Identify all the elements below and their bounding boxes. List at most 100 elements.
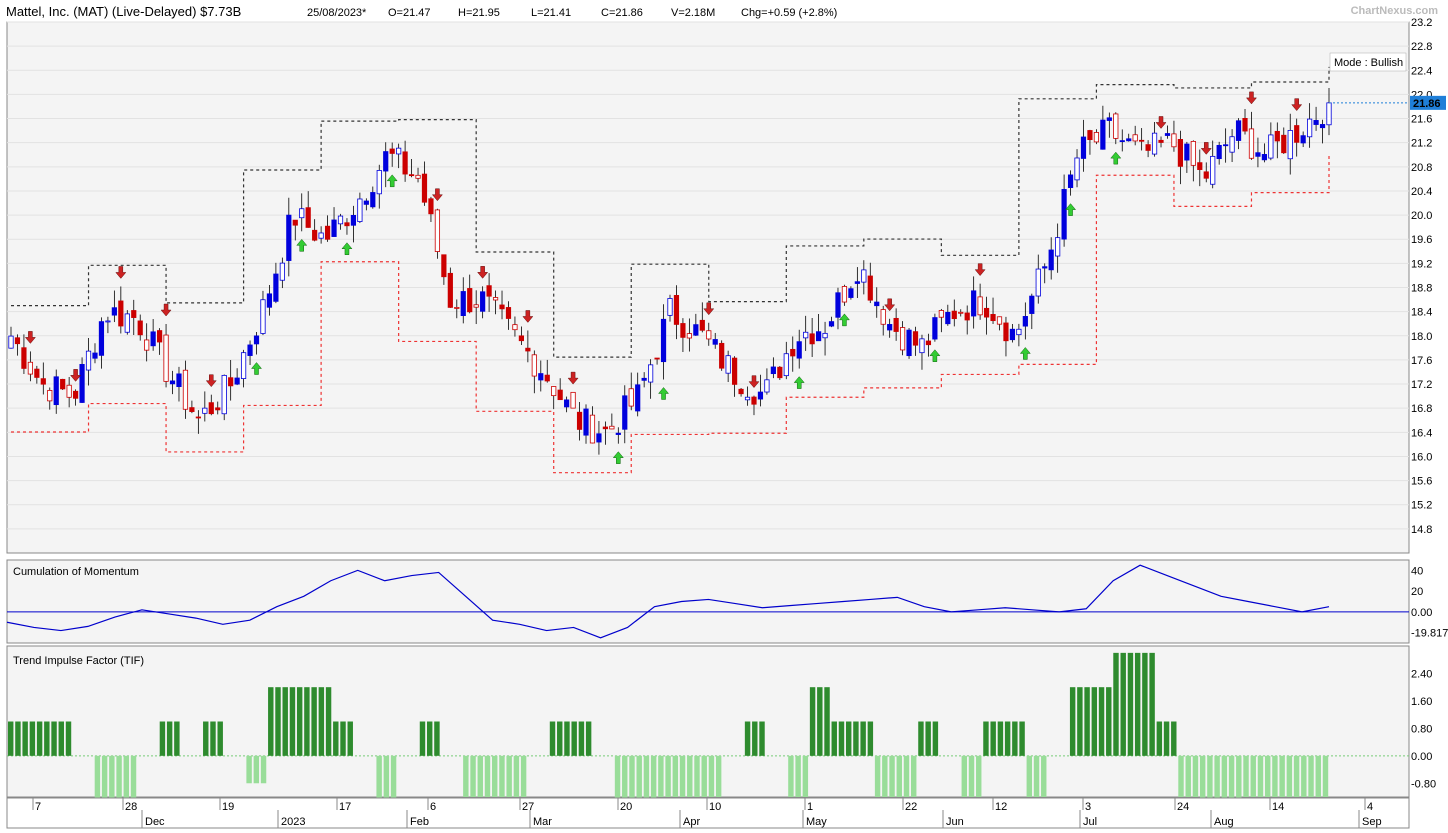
- candle-body: [1087, 130, 1093, 141]
- candle-body: [1171, 133, 1177, 148]
- last-price-label-box: [1410, 95, 1446, 110]
- candle-body: [977, 296, 983, 316]
- candle-body: [951, 310, 957, 320]
- tif-bar: [268, 687, 274, 756]
- candle-body: [667, 298, 673, 316]
- x-tick-label: 1: [807, 801, 813, 813]
- tif-bar: [1171, 721, 1177, 756]
- tif-bar: [304, 687, 310, 756]
- tif-bar: [845, 721, 852, 756]
- x-month-label: Mar: [533, 816, 552, 828]
- price-tick-label: 15.2: [1411, 500, 1432, 512]
- candle-body: [1042, 266, 1048, 269]
- candle-body: [699, 319, 705, 331]
- tif-bar: [889, 755, 895, 797]
- price-tick-label: 20.0: [1411, 210, 1432, 222]
- candle-body: [331, 219, 337, 237]
- candle-body: [14, 337, 21, 345]
- tif-bar: [997, 721, 1004, 756]
- candle-body: [260, 299, 266, 334]
- x-tick-label: 28: [125, 801, 137, 813]
- candle-body: [635, 384, 641, 412]
- candle-body: [195, 416, 201, 419]
- tif-bar: [831, 721, 837, 756]
- tif-bar: [15, 721, 21, 756]
- x-month-label: 2023: [281, 816, 305, 828]
- candle-body: [1300, 135, 1306, 144]
- candle-body: [92, 352, 98, 359]
- candle-body: [925, 340, 932, 346]
- tif-bar: [296, 687, 303, 756]
- tif-bar: [809, 687, 816, 756]
- candle-body: [525, 347, 531, 352]
- tif-bar: [557, 721, 563, 756]
- candle-body: [1048, 249, 1054, 271]
- tif-bar: [1199, 755, 1206, 811]
- candle-body: [73, 390, 79, 399]
- candle-body: [1223, 144, 1229, 147]
- candle-body: [589, 414, 596, 444]
- mode-label: Mode : Bullish: [1334, 57, 1403, 69]
- candle-body: [744, 396, 751, 401]
- tif-bar: [275, 687, 281, 756]
- tif-bar: [1098, 687, 1105, 756]
- candle-body: [1261, 154, 1267, 161]
- candle-body: [499, 304, 505, 310]
- candle-body: [1003, 322, 1009, 342]
- tif-bar: [1012, 721, 1018, 756]
- tif-bar: [325, 687, 332, 756]
- candle-body: [738, 388, 744, 395]
- tif-bar: [571, 721, 577, 756]
- candle-body: [208, 402, 214, 415]
- candle-body: [408, 174, 415, 177]
- sell-arrow-icon: [703, 302, 715, 316]
- candle-body: [441, 254, 447, 278]
- tif-bar: [614, 755, 621, 811]
- tif-bar: [311, 687, 317, 756]
- candle-body: [1319, 124, 1326, 129]
- candle-body: [596, 433, 602, 443]
- price-tick-label: 22.8: [1411, 41, 1432, 53]
- candle-body: [98, 321, 105, 356]
- mode-label-box: [1329, 52, 1407, 72]
- momentum-line: [6, 564, 1330, 639]
- tif-bar: [492, 755, 498, 797]
- candle-body: [1139, 139, 1145, 142]
- tif-bar: [1156, 721, 1163, 756]
- tif-bar: [253, 755, 260, 784]
- tif-bar: [1236, 755, 1242, 811]
- candle-body: [480, 291, 486, 312]
- tif-bar: [1091, 687, 1098, 756]
- tif-bar: [130, 755, 137, 811]
- candle-body: [1326, 102, 1332, 126]
- candle-body: [570, 391, 576, 409]
- buy-arrow-icon: [1019, 347, 1031, 360]
- candle-body: [777, 366, 783, 379]
- tif-bar: [752, 721, 758, 756]
- candle-body: [1274, 130, 1280, 142]
- candle-body: [305, 207, 311, 228]
- sell-arrow-icon: [24, 331, 36, 344]
- x-tick-label: 12: [995, 801, 1007, 813]
- candle-body: [1132, 134, 1138, 142]
- candle-body: [551, 386, 557, 397]
- tif-bar: [1257, 755, 1264, 797]
- last-price-label: 21.86: [1413, 98, 1441, 110]
- candle-body: [1061, 189, 1067, 240]
- candle-body: [770, 366, 776, 375]
- candles: [8, 88, 1332, 455]
- tif-bar: [1308, 755, 1314, 797]
- candle-body: [131, 310, 137, 318]
- tif-bar: [499, 755, 505, 797]
- candle-body: [1287, 130, 1293, 160]
- candle-body: [79, 364, 85, 403]
- tif-bar: [477, 755, 483, 797]
- candle-body: [796, 341, 802, 359]
- candle-body: [557, 389, 563, 401]
- candle-body: [783, 353, 789, 377]
- price-tick-label: 18.4: [1411, 307, 1432, 319]
- buy-arrow-icon: [838, 313, 850, 327]
- tif-bar: [968, 755, 975, 797]
